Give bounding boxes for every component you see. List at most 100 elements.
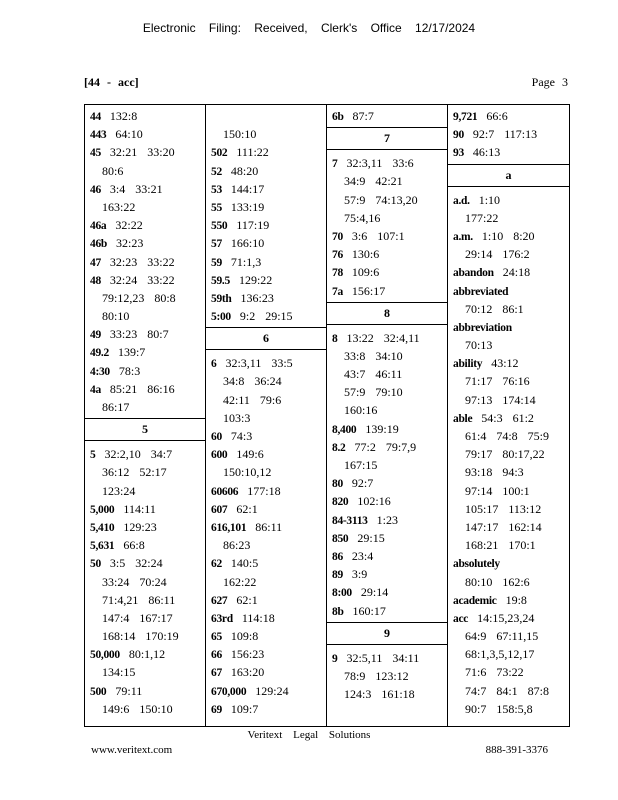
page-line-refs: 34:8 36:24 — [223, 374, 282, 389]
page-line-refs: 71:6 73:22 — [465, 665, 524, 680]
page-line-refs: 136:23 — [240, 290, 274, 305]
index-entry: 6b 87:7 — [327, 107, 447, 125]
index-term: 45 — [90, 147, 101, 160]
page-line-refs: 80:10 — [102, 309, 130, 324]
index-entry: 84-3113 1:23 — [327, 511, 447, 529]
page-line-refs: 74:3 — [230, 429, 253, 443]
section-header: 7 — [327, 127, 447, 151]
index-entry: 47 32:23 33:22 — [85, 253, 205, 271]
index-term: 5,631 — [90, 540, 115, 553]
index-entry: 63rd 114:18 — [206, 609, 326, 627]
filing-stamp: Electronic Filing: Received, Clerk's Off… — [142, 21, 476, 35]
page-line-refs: 1:10 — [478, 192, 501, 207]
index-term: 59th — [211, 292, 232, 305]
page-line-refs: 1:10 8:20 — [481, 228, 535, 243]
page-line-refs: 13:22 32:4,11 — [346, 330, 420, 345]
page-line-refs: 23:4 — [351, 548, 374, 563]
page-line-refs: 34:9 42:21 — [344, 174, 403, 189]
section-header: a — [448, 163, 569, 187]
page-line-refs: 79:17 80:17,22 — [465, 447, 545, 462]
page-line-refs: 90:7 158:5,8 — [465, 701, 533, 716]
index-entry: 607 62:1 — [206, 500, 326, 518]
index-term: 4a — [90, 383, 101, 396]
index-term: 850 — [332, 532, 349, 545]
page-line-refs: 71:1,3 — [230, 254, 262, 269]
page-line-refs: 109:8 — [230, 629, 259, 644]
index-term: 70 — [332, 230, 343, 243]
index-term: 6b — [332, 111, 344, 123]
page-line-refs: 139:7 — [117, 345, 146, 360]
page-line-refs: 166:10 — [230, 236, 265, 251]
page-line-refs: 134:15 — [102, 665, 136, 680]
index-term: 66 — [211, 649, 222, 662]
index-entry: 7 32:3,11 33:6 34:9 42:21 57:9 74:13,20 75:4… — [327, 154, 447, 227]
index-column: 44 132:8 443 64:10 45 32:21 33:20 80:6 46 3:4 33… — [85, 105, 206, 726]
page-line-refs: 114:18 — [241, 610, 275, 625]
page-line-refs: 129:23 — [123, 519, 157, 534]
index-term: 46 — [90, 183, 101, 196]
page-line-refs: 36:12 52:17 — [102, 465, 167, 480]
index-term: 63rd — [211, 612, 233, 625]
page-line-refs: 144:17 — [230, 181, 265, 196]
page-line-refs: 29:14 — [360, 585, 389, 600]
page-line-refs: 3:4 33:21 — [109, 181, 163, 196]
index-entry: 90 92:7 117:13 — [448, 125, 569, 143]
index-entry: abandon 24:18 — [448, 263, 569, 281]
page-line-refs: 156:17 — [351, 283, 386, 298]
index-entry: 50 3:5 32:24 33:24 70:24 71:4,21 86:11 147:4… — [85, 554, 205, 645]
index-term: 76 — [332, 249, 343, 262]
index-entry: a.m. 1:10 8:20 29:14 176:2 — [448, 227, 569, 263]
index-entry: 616,101 86:11 86:23 — [206, 518, 326, 554]
index-entry: 67 163:20 — [206, 663, 326, 681]
index-entry: 76 130:6 — [327, 245, 447, 263]
page-line-refs: 111:22 — [236, 145, 269, 160]
index-entry: 70 3:6 107:1 — [327, 227, 447, 245]
index-term: 8b — [332, 605, 344, 618]
index-term: 60 — [211, 431, 222, 443]
index-term: 616,101 — [211, 521, 247, 534]
page-line-refs: 129:22 — [238, 272, 273, 287]
index-entry: 5 32:2,10 34:7 36:12 52:17 123:24 — [85, 445, 205, 500]
index-term: 9 — [332, 652, 338, 665]
page-line-refs: 43:12 — [491, 356, 519, 371]
page-line-refs: 61:4 74:8 75:9 — [465, 429, 550, 443]
page-line-refs: 74:7 84:1 87:8 — [465, 683, 550, 698]
page-line-refs: 132:8 — [109, 109, 138, 123]
index-term: 46b — [90, 238, 107, 251]
index-term: 5,410 — [90, 521, 115, 534]
index-entry: abbreviated 70:12 86:1 — [448, 282, 569, 318]
footer-company: Veritext Legal Solutions — [247, 729, 371, 741]
page-line-refs: 163:20 — [230, 665, 265, 680]
index-entry: 9 32:5,11 34:11 78:9 123:12 124:3 161:18 — [327, 649, 447, 704]
index-term: 4:30 — [90, 365, 110, 378]
index-entry: 4:30 78:3 — [85, 362, 205, 380]
index-entry: 60 74:3 — [206, 427, 326, 445]
index-term: 59 — [211, 256, 222, 269]
index-entry: 65 109:8 — [206, 627, 326, 645]
page-line-refs: 64:10 — [115, 127, 143, 142]
index-column: 150:10 502 111:22 52 48:20 53 144:17 55 133:19 55… — [206, 105, 327, 726]
index-entry: 627 62:1 — [206, 591, 326, 609]
page-line-refs: 86:11 — [255, 519, 283, 534]
page-line-refs: 32:3,11 33:6 — [346, 156, 414, 171]
index-entry: 550 117:19 — [206, 216, 326, 234]
page-line-refs: 78:9 123:12 — [344, 668, 409, 683]
index-entry: 44 132:8 — [85, 107, 205, 125]
index-term: 57 — [211, 238, 222, 251]
index-entry: able 54:3 61:2 61:4 74:8 75:9 79:17 80:17,2… — [448, 409, 569, 555]
index-term: 48 — [90, 274, 101, 287]
index-entry: 443 64:10 — [85, 125, 205, 143]
index-term: 78 — [332, 267, 343, 280]
page-line-refs: 85:21 86:16 — [109, 381, 175, 396]
page-line-refs: 57:9 79:10 — [344, 385, 403, 400]
index-term: ability — [453, 358, 483, 371]
index-term: 5,000 — [90, 503, 115, 516]
index-entry: 66 156:23 — [206, 645, 326, 663]
page-line-refs: 114:11 — [123, 501, 156, 516]
footer-website: www.veritext.com — [91, 744, 173, 756]
index-entry: 50,000 80:1,12 134:15 — [85, 645, 205, 681]
index-term: 86 — [332, 550, 343, 563]
page-line-refs: 54:3 61:2 — [481, 410, 534, 425]
index-term: 67 — [211, 667, 222, 680]
page-line-refs: 32:22 — [115, 218, 143, 233]
